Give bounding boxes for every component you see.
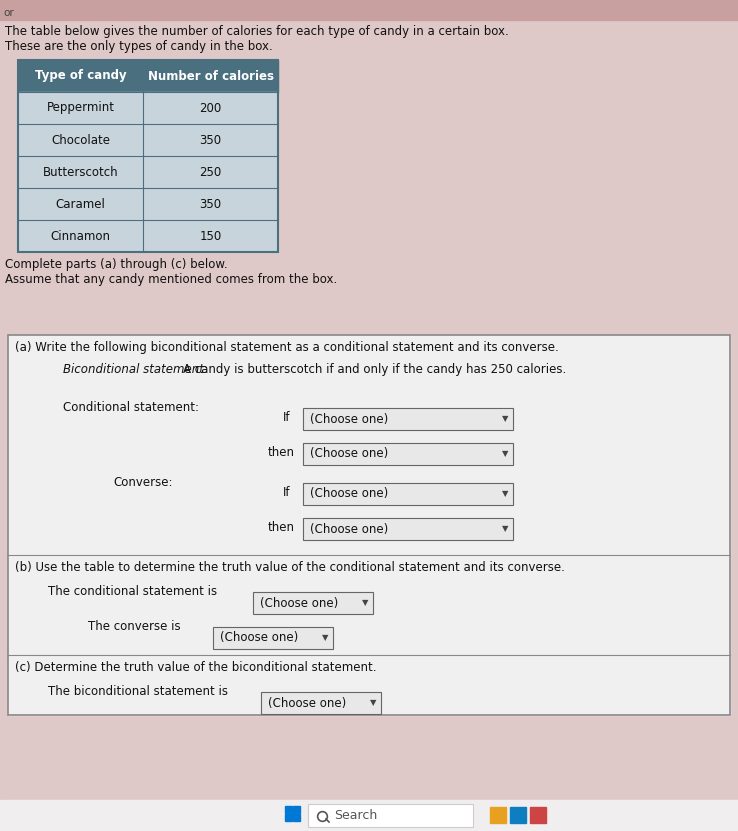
Text: The conditional statement is: The conditional statement is bbox=[48, 585, 217, 598]
Text: (Choose one): (Choose one) bbox=[310, 412, 388, 425]
Bar bbox=[490, 807, 506, 823]
Bar bbox=[18, 92, 278, 124]
Text: (b) Use the table to determine the truth value of the conditional statement and : (b) Use the table to determine the truth… bbox=[15, 561, 565, 574]
Bar bbox=[293, 814, 300, 821]
Text: (Choose one): (Choose one) bbox=[310, 488, 388, 500]
Text: ▼: ▼ bbox=[370, 699, 376, 707]
Bar bbox=[303, 518, 513, 540]
Text: ▼: ▼ bbox=[502, 524, 508, 534]
Text: Cinnamon: Cinnamon bbox=[50, 229, 111, 243]
Bar bbox=[303, 483, 513, 505]
Bar bbox=[253, 592, 373, 614]
Text: ▼: ▼ bbox=[502, 450, 508, 459]
Text: Butterscotch: Butterscotch bbox=[43, 165, 118, 179]
Bar bbox=[308, 804, 473, 827]
Bar bbox=[530, 807, 546, 823]
Text: (Choose one): (Choose one) bbox=[260, 597, 338, 609]
Text: 200: 200 bbox=[199, 101, 221, 115]
Bar bbox=[285, 806, 292, 813]
Text: Biconditional statement:: Biconditional statement: bbox=[63, 363, 208, 376]
Bar bbox=[18, 220, 278, 252]
Text: If: If bbox=[283, 411, 291, 424]
Text: (Choose one): (Choose one) bbox=[268, 696, 346, 710]
Text: ▼: ▼ bbox=[322, 633, 328, 642]
Bar bbox=[293, 806, 300, 813]
Bar bbox=[285, 814, 292, 821]
Bar bbox=[18, 124, 278, 156]
Bar bbox=[261, 692, 381, 714]
Text: (Choose one): (Choose one) bbox=[310, 448, 388, 460]
Bar bbox=[253, 592, 373, 614]
Bar bbox=[303, 408, 513, 430]
Text: Number of calories: Number of calories bbox=[148, 70, 274, 82]
Text: ▼: ▼ bbox=[502, 415, 508, 424]
Bar bbox=[510, 807, 526, 823]
Bar bbox=[308, 804, 473, 827]
Bar bbox=[261, 692, 381, 714]
Text: (Choose one): (Choose one) bbox=[310, 523, 388, 535]
Text: These are the only types of candy in the box.: These are the only types of candy in the… bbox=[5, 40, 273, 53]
Bar bbox=[213, 627, 333, 649]
Bar bbox=[0, 0, 738, 20]
Bar bbox=[303, 443, 513, 465]
Bar bbox=[0, 800, 738, 831]
Text: (c) Determine the truth value of the biconditional statement.: (c) Determine the truth value of the bic… bbox=[15, 661, 376, 674]
Bar bbox=[8, 335, 730, 715]
Text: A candy is butterscotch if and only if the candy has 250 calories.: A candy is butterscotch if and only if t… bbox=[183, 363, 566, 376]
Bar bbox=[18, 156, 278, 188]
Text: Complete parts (a) through (c) below.: Complete parts (a) through (c) below. bbox=[5, 258, 227, 271]
Bar bbox=[303, 483, 513, 505]
Bar bbox=[303, 443, 513, 465]
Text: The table below gives the number of calories for each type of candy in a certain: The table below gives the number of calo… bbox=[5, 25, 508, 38]
Text: 350: 350 bbox=[199, 198, 221, 210]
Text: (a) Write the following biconditional statement as a conditional statement and i: (a) Write the following biconditional st… bbox=[15, 341, 559, 354]
Text: Type of candy: Type of candy bbox=[35, 70, 126, 82]
Text: 150: 150 bbox=[199, 229, 221, 243]
Bar bbox=[303, 518, 513, 540]
Text: (Choose one): (Choose one) bbox=[220, 632, 298, 645]
Text: ▼: ▼ bbox=[362, 598, 368, 607]
Bar bbox=[18, 60, 278, 252]
Text: Conditional statement:: Conditional statement: bbox=[63, 401, 199, 414]
Bar bbox=[18, 188, 278, 220]
Text: Converse:: Converse: bbox=[113, 476, 173, 489]
Text: The biconditional statement is: The biconditional statement is bbox=[48, 685, 228, 698]
Bar bbox=[18, 60, 278, 92]
Text: 250: 250 bbox=[199, 165, 221, 179]
Text: ▼: ▼ bbox=[502, 489, 508, 499]
Text: then: then bbox=[268, 446, 295, 459]
Bar bbox=[213, 627, 333, 649]
Text: Search: Search bbox=[334, 809, 377, 822]
Text: Chocolate: Chocolate bbox=[51, 134, 110, 146]
Text: Assume that any candy mentioned comes from the box.: Assume that any candy mentioned comes fr… bbox=[5, 273, 337, 286]
Bar bbox=[8, 335, 730, 715]
Text: Caramel: Caramel bbox=[55, 198, 106, 210]
Text: Peppermint: Peppermint bbox=[46, 101, 114, 115]
Text: then: then bbox=[268, 521, 295, 534]
Bar bbox=[303, 408, 513, 430]
Text: or: or bbox=[3, 8, 14, 18]
Text: The converse is: The converse is bbox=[88, 620, 181, 633]
Text: If: If bbox=[283, 486, 291, 499]
Text: 350: 350 bbox=[199, 134, 221, 146]
